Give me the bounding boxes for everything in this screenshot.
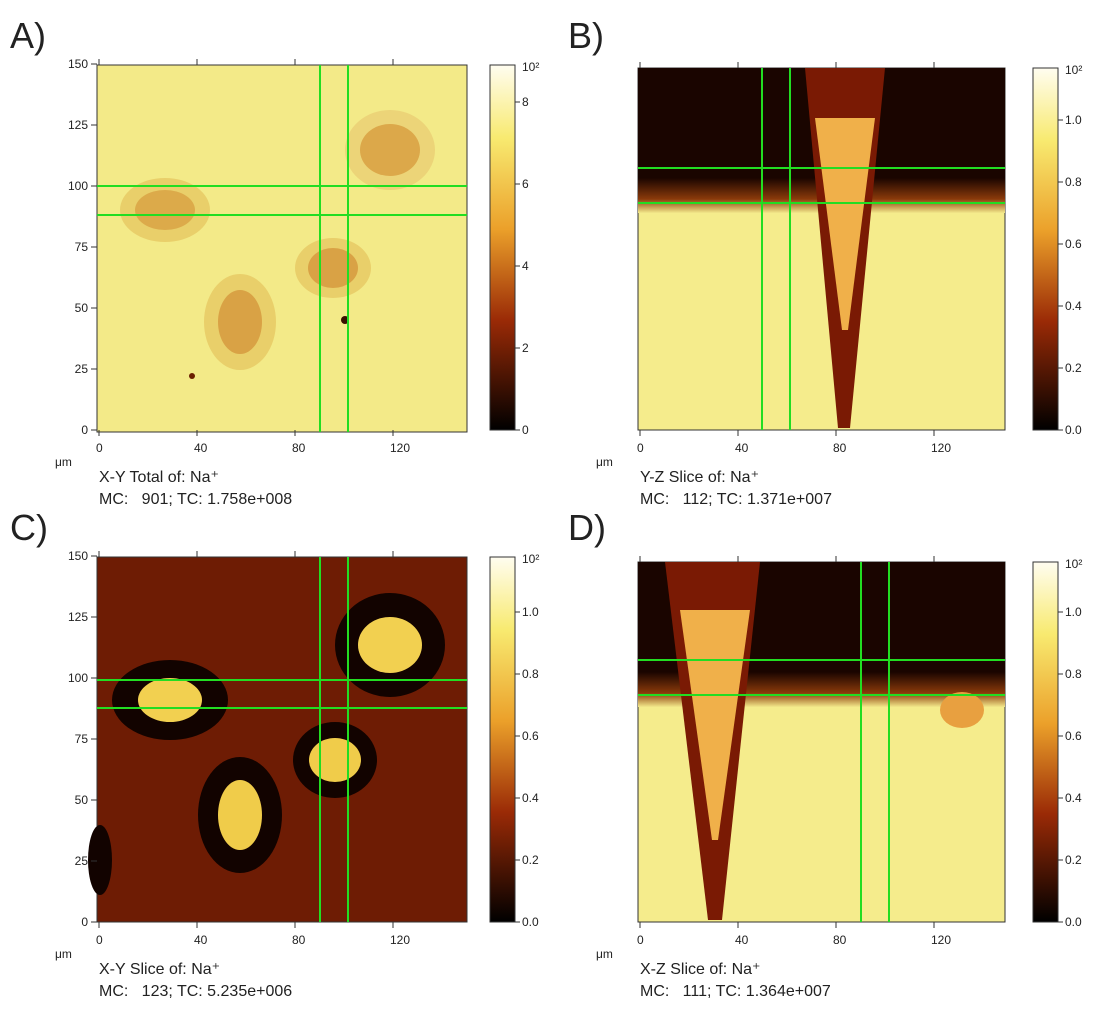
unit: μm bbox=[55, 455, 72, 469]
y-tick-label: 150 bbox=[68, 57, 88, 71]
caption: X-Y Slice of: Na⁺ bbox=[99, 961, 220, 978]
colorbar-exponent: 10² bbox=[1065, 63, 1082, 77]
caption: Y-Z Slice of: Na⁺ bbox=[640, 469, 759, 486]
colorbar-tick-label: 0.4 bbox=[1065, 791, 1082, 805]
x-tick-label: 80 bbox=[292, 441, 306, 455]
colorbar-tick-label: 0.4 bbox=[522, 791, 539, 805]
colorbar-tick-label: 0.0 bbox=[1065, 915, 1082, 929]
colorbar-tick-label: 0.0 bbox=[1065, 423, 1082, 437]
y-tick-label: 25 bbox=[75, 854, 89, 868]
colorbar bbox=[489, 64, 516, 431]
colorbar-tick-label: 0 bbox=[522, 423, 529, 437]
x-tick-label: 0 bbox=[96, 933, 103, 947]
caption: X-Z Slice of: Na⁺ bbox=[640, 961, 760, 978]
image-a bbox=[96, 64, 468, 433]
colorbar-tick-label: 0.2 bbox=[1065, 361, 1082, 375]
colorbar-tick-label: 1.0 bbox=[1065, 113, 1082, 127]
colorbar-tick-label: 0.2 bbox=[1065, 853, 1082, 867]
x-tick-label: 80 bbox=[833, 933, 847, 947]
stats: MC: 112; TC: 1.371e+007 bbox=[640, 491, 832, 508]
x-tick-label: 40 bbox=[735, 933, 749, 947]
x-tick-label: 80 bbox=[833, 441, 847, 455]
colorbar-tick-label: 0.6 bbox=[1065, 237, 1082, 251]
y-tick-label: 50 bbox=[75, 793, 89, 807]
panel-label: C) bbox=[10, 507, 48, 548]
x-tick-label: 40 bbox=[735, 441, 749, 455]
x-tick-label: 40 bbox=[194, 933, 208, 947]
colorbar-tick-label: 1.0 bbox=[1065, 605, 1082, 619]
colorbar-tick-label: 1.0 bbox=[522, 605, 539, 619]
image-c bbox=[88, 556, 468, 923]
panel-label: B) bbox=[568, 15, 604, 56]
x-tick-label: 40 bbox=[194, 441, 208, 455]
unit: μm bbox=[55, 947, 72, 961]
colorbar bbox=[1032, 561, 1059, 923]
colorbar-tick-label: 8 bbox=[522, 95, 529, 109]
y-tick-label: 150 bbox=[68, 549, 88, 563]
y-tick-label: 0 bbox=[81, 915, 88, 929]
colorbar bbox=[489, 556, 516, 923]
x-tick-label: 120 bbox=[931, 441, 951, 455]
y-tick-label: 125 bbox=[68, 610, 88, 624]
unit: μm bbox=[596, 947, 613, 961]
colorbar-tick-label: 0.4 bbox=[1065, 299, 1082, 313]
x-tick-label: 120 bbox=[931, 933, 951, 947]
colorbar-tick-label: 0.8 bbox=[1065, 667, 1082, 681]
colorbar-tick-label: 6 bbox=[522, 177, 529, 191]
colorbar-tick-label: 0.6 bbox=[522, 729, 539, 743]
x-tick-label: 0 bbox=[637, 933, 644, 947]
colorbar-exponent: 10² bbox=[522, 552, 539, 566]
colorbar-tick-label: 0.0 bbox=[522, 915, 539, 929]
y-tick-label: 0 bbox=[81, 423, 88, 437]
image-b bbox=[637, 67, 1006, 431]
colorbar-tick-label: 2 bbox=[522, 341, 529, 355]
colorbar bbox=[1032, 67, 1059, 431]
y-tick-label: 125 bbox=[68, 118, 88, 132]
colorbar-tick-label: 0.6 bbox=[1065, 729, 1082, 743]
stats: MC: 901; TC: 1.758e+008 bbox=[99, 491, 292, 508]
y-tick-label: 50 bbox=[75, 301, 89, 315]
caption: X-Y Total of: Na⁺ bbox=[99, 469, 219, 486]
image-d bbox=[637, 561, 1006, 923]
colorbar-tick-label: 4 bbox=[522, 259, 529, 273]
y-tick-label: 25 bbox=[75, 362, 89, 376]
y-tick-label: 75 bbox=[75, 240, 89, 254]
y-tick-label: 100 bbox=[68, 179, 88, 193]
x-tick-label: 80 bbox=[292, 933, 306, 947]
colorbar-exponent: 10² bbox=[1065, 557, 1082, 571]
x-tick-label: 0 bbox=[637, 441, 644, 455]
unit: μm bbox=[596, 455, 613, 469]
y-tick-label: 100 bbox=[68, 671, 88, 685]
x-tick-label: 0 bbox=[96, 441, 103, 455]
colorbar-exponent: 10² bbox=[522, 60, 539, 74]
colorbar-tick-label: 0.2 bbox=[522, 853, 539, 867]
x-tick-label: 120 bbox=[390, 933, 410, 947]
x-tick-label: 120 bbox=[390, 441, 410, 455]
y-tick-label: 75 bbox=[75, 732, 89, 746]
stats: MC: 111; TC: 1.364e+007 bbox=[640, 983, 831, 1000]
panel-label: D) bbox=[568, 507, 606, 548]
colorbar-tick-label: 0.8 bbox=[1065, 175, 1082, 189]
colorbar-tick-label: 0.8 bbox=[522, 667, 539, 681]
panel-label: A) bbox=[10, 15, 46, 56]
stats: MC: 123; TC: 5.235e+006 bbox=[99, 983, 292, 1000]
